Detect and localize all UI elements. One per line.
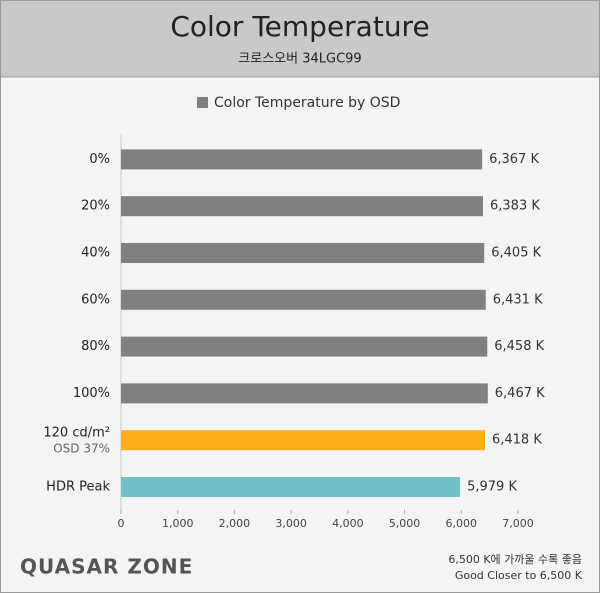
value-label: 6,431 K xyxy=(493,292,543,307)
legend-label: Color Temperature by OSD xyxy=(214,95,400,111)
x-tick-label: 7,000 xyxy=(502,517,534,530)
header xyxy=(1,1,599,77)
legend-swatch xyxy=(197,97,208,108)
bar xyxy=(121,430,485,451)
bar xyxy=(121,243,485,263)
y-tick-note: OSD 37% xyxy=(53,442,110,456)
value-label: 6,458 K xyxy=(494,339,544,354)
x-tick-label: 2,000 xyxy=(219,517,251,530)
value-label: 5,979 K xyxy=(467,480,517,495)
x-tick-label: 6,000 xyxy=(446,517,478,530)
y-tick-label: 80% xyxy=(81,339,110,354)
y-tick-label: 120 cd/m² xyxy=(43,426,110,441)
x-tick-label: 5,000 xyxy=(389,517,421,530)
bar xyxy=(121,289,486,310)
footer-note: 6,500 K에 가까울 수록 좋음 xyxy=(448,553,582,566)
bar xyxy=(121,477,461,497)
value-label: 6,405 K xyxy=(491,246,541,261)
logo: QUASAR ZONE xyxy=(20,555,193,579)
bar xyxy=(121,149,483,170)
y-tick-label: 0% xyxy=(89,152,110,167)
x-tick-label: 4,000 xyxy=(332,517,364,530)
bar xyxy=(121,383,488,404)
y-tick-label: 20% xyxy=(81,199,110,214)
x-tick-label: 0 xyxy=(118,517,125,530)
y-tick-label: 40% xyxy=(81,246,110,261)
value-label: 6,367 K xyxy=(489,152,539,167)
value-label: 6,383 K xyxy=(490,199,540,214)
x-tick-label: 1,000 xyxy=(162,517,194,530)
chart-title: Color Temperature xyxy=(170,10,429,43)
bar xyxy=(121,336,488,357)
y-tick-label: 60% xyxy=(81,292,110,307)
footer-note: Good Closer to 6,500 K xyxy=(455,569,583,582)
bar xyxy=(121,196,484,217)
y-tick-label: HDR Peak xyxy=(46,480,110,495)
value-label: 6,467 K xyxy=(495,386,545,401)
y-tick-label: 100% xyxy=(73,386,110,401)
x-tick-label: 3,000 xyxy=(275,517,307,530)
chart-subtitle: 크로스오버 34LGC99 xyxy=(238,52,361,67)
value-label: 6,418 K xyxy=(492,433,542,448)
